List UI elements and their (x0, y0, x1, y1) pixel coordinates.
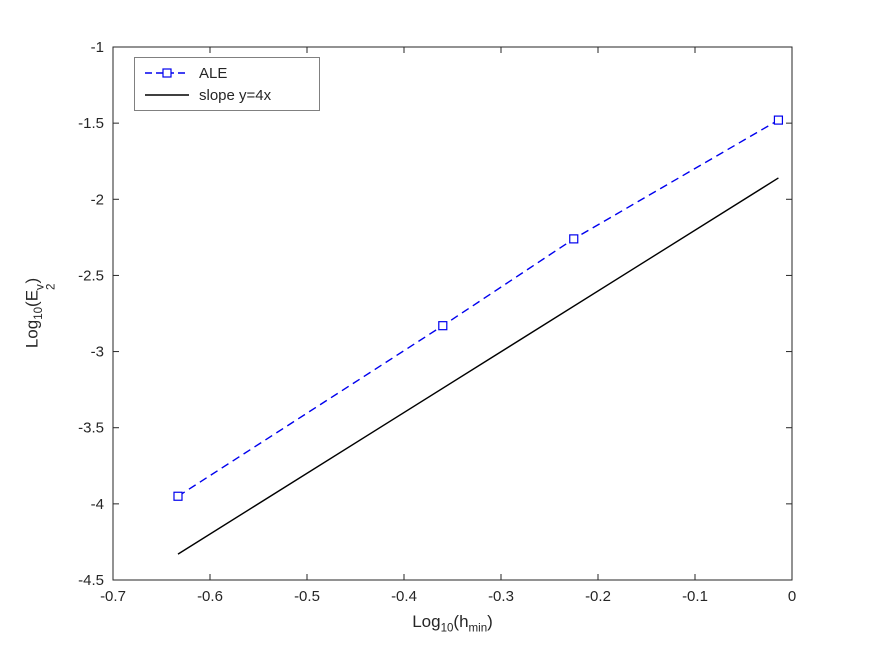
x-axis-label: Log10(hmin) (113, 612, 792, 634)
svg-text:-0.4: -0.4 (391, 588, 417, 605)
y-axis-label-close: ) (22, 277, 42, 284)
svg-text:-2.5: -2.5 (78, 267, 104, 284)
svg-text:-0.5: -0.5 (294, 588, 320, 605)
legend: ALE slope y=4x (134, 57, 320, 111)
legend-item: ALE (144, 62, 319, 84)
svg-text:-3.5: -3.5 (78, 420, 104, 437)
legend-square-marker-icon (162, 68, 172, 78)
y-axis-label-fn: Log (22, 319, 42, 349)
y-axis-label-mid: (E (22, 289, 42, 307)
svg-text:-2: -2 (91, 191, 104, 208)
svg-text:-4.5: -4.5 (78, 572, 104, 589)
x-axis-label-sub: min (468, 622, 488, 635)
x-axis-label-fn: Log (412, 612, 441, 631)
legend-sample-solid-line (145, 94, 189, 96)
svg-text:-3: -3 (91, 344, 104, 361)
y-axis-label-fnsub: 10 (33, 306, 46, 320)
y-axis-label-sub: 2 (45, 283, 58, 290)
svg-text:-4: -4 (91, 496, 104, 513)
svg-text:0: 0 (788, 588, 796, 605)
svg-text:-0.3: -0.3 (488, 588, 514, 605)
legend-label: slope y=4x (199, 86, 272, 104)
legend-item: slope y=4x (144, 84, 319, 106)
x-axis-label-close: ) (487, 612, 493, 631)
y-axis-label: Log10(E v 2) (23, 278, 58, 348)
svg-text:-0.2: -0.2 (585, 588, 611, 605)
x-axis-label-mid: (h (453, 612, 469, 631)
svg-text:-0.1: -0.1 (682, 588, 708, 605)
svg-text:-0.6: -0.6 (197, 588, 223, 605)
svg-text:-0.7: -0.7 (100, 588, 126, 605)
x-axis-label-fnsub: 10 (440, 622, 454, 635)
legend-label: ALE (199, 64, 228, 82)
legend-sample-dashed-line (145, 68, 189, 78)
svg-text:-1: -1 (91, 39, 104, 56)
svg-text:-1.5: -1.5 (78, 115, 104, 132)
